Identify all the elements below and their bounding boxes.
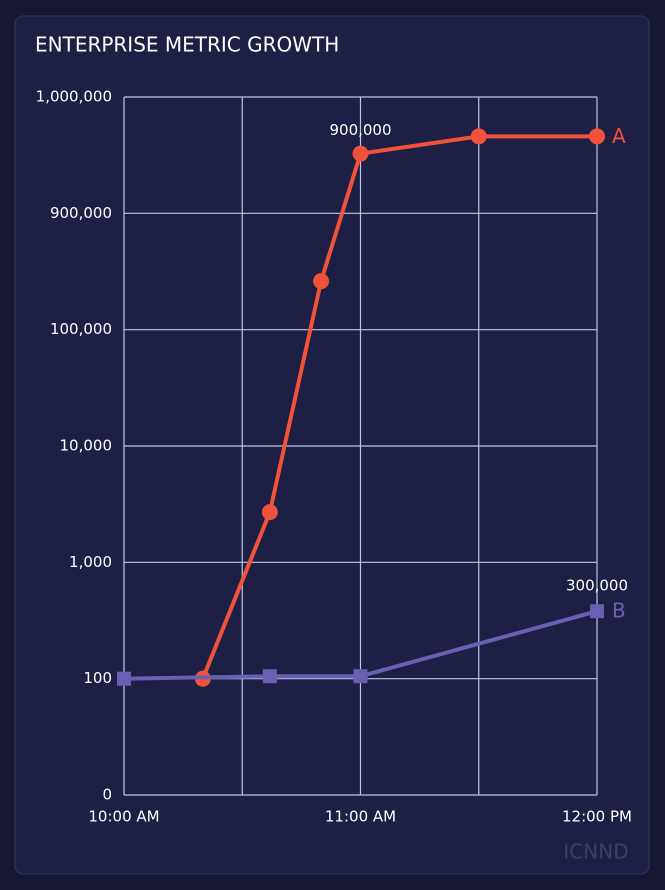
series-line (200, 134, 597, 680)
x-tick-label: 12:00 PM (562, 808, 632, 826)
marker (470, 128, 487, 145)
x-tick-label: 11:00 AM (325, 808, 396, 826)
marker (313, 273, 330, 290)
marker (352, 145, 369, 162)
y-tick-label: 1,000,000 (36, 88, 112, 106)
y-tick-label: 1,000 (69, 553, 112, 571)
marker (117, 671, 131, 686)
annotation: 300,000 (566, 577, 628, 595)
marker (261, 504, 278, 521)
series-label: A (612, 124, 626, 148)
y-tick-label: 0 (102, 786, 112, 804)
y-tick-label: 10,000 (60, 437, 113, 455)
y-tick-label: 100,000 (50, 320, 112, 338)
series-line (123, 609, 598, 681)
y-tick-label: 100 (83, 669, 112, 687)
marker (353, 669, 368, 684)
watermark: ICNND (563, 840, 628, 864)
series-label: B (612, 599, 626, 623)
marker (590, 604, 604, 619)
marker (589, 128, 605, 145)
annotation: 900,000 (329, 121, 391, 139)
card (14, 15, 650, 875)
chart-title: ENTERPRISE METRIC GROWTH (35, 33, 339, 57)
y-tick-label: 900,000 (50, 204, 112, 222)
marker (262, 669, 277, 684)
x-tick-label: 10:00 AM (88, 808, 159, 826)
